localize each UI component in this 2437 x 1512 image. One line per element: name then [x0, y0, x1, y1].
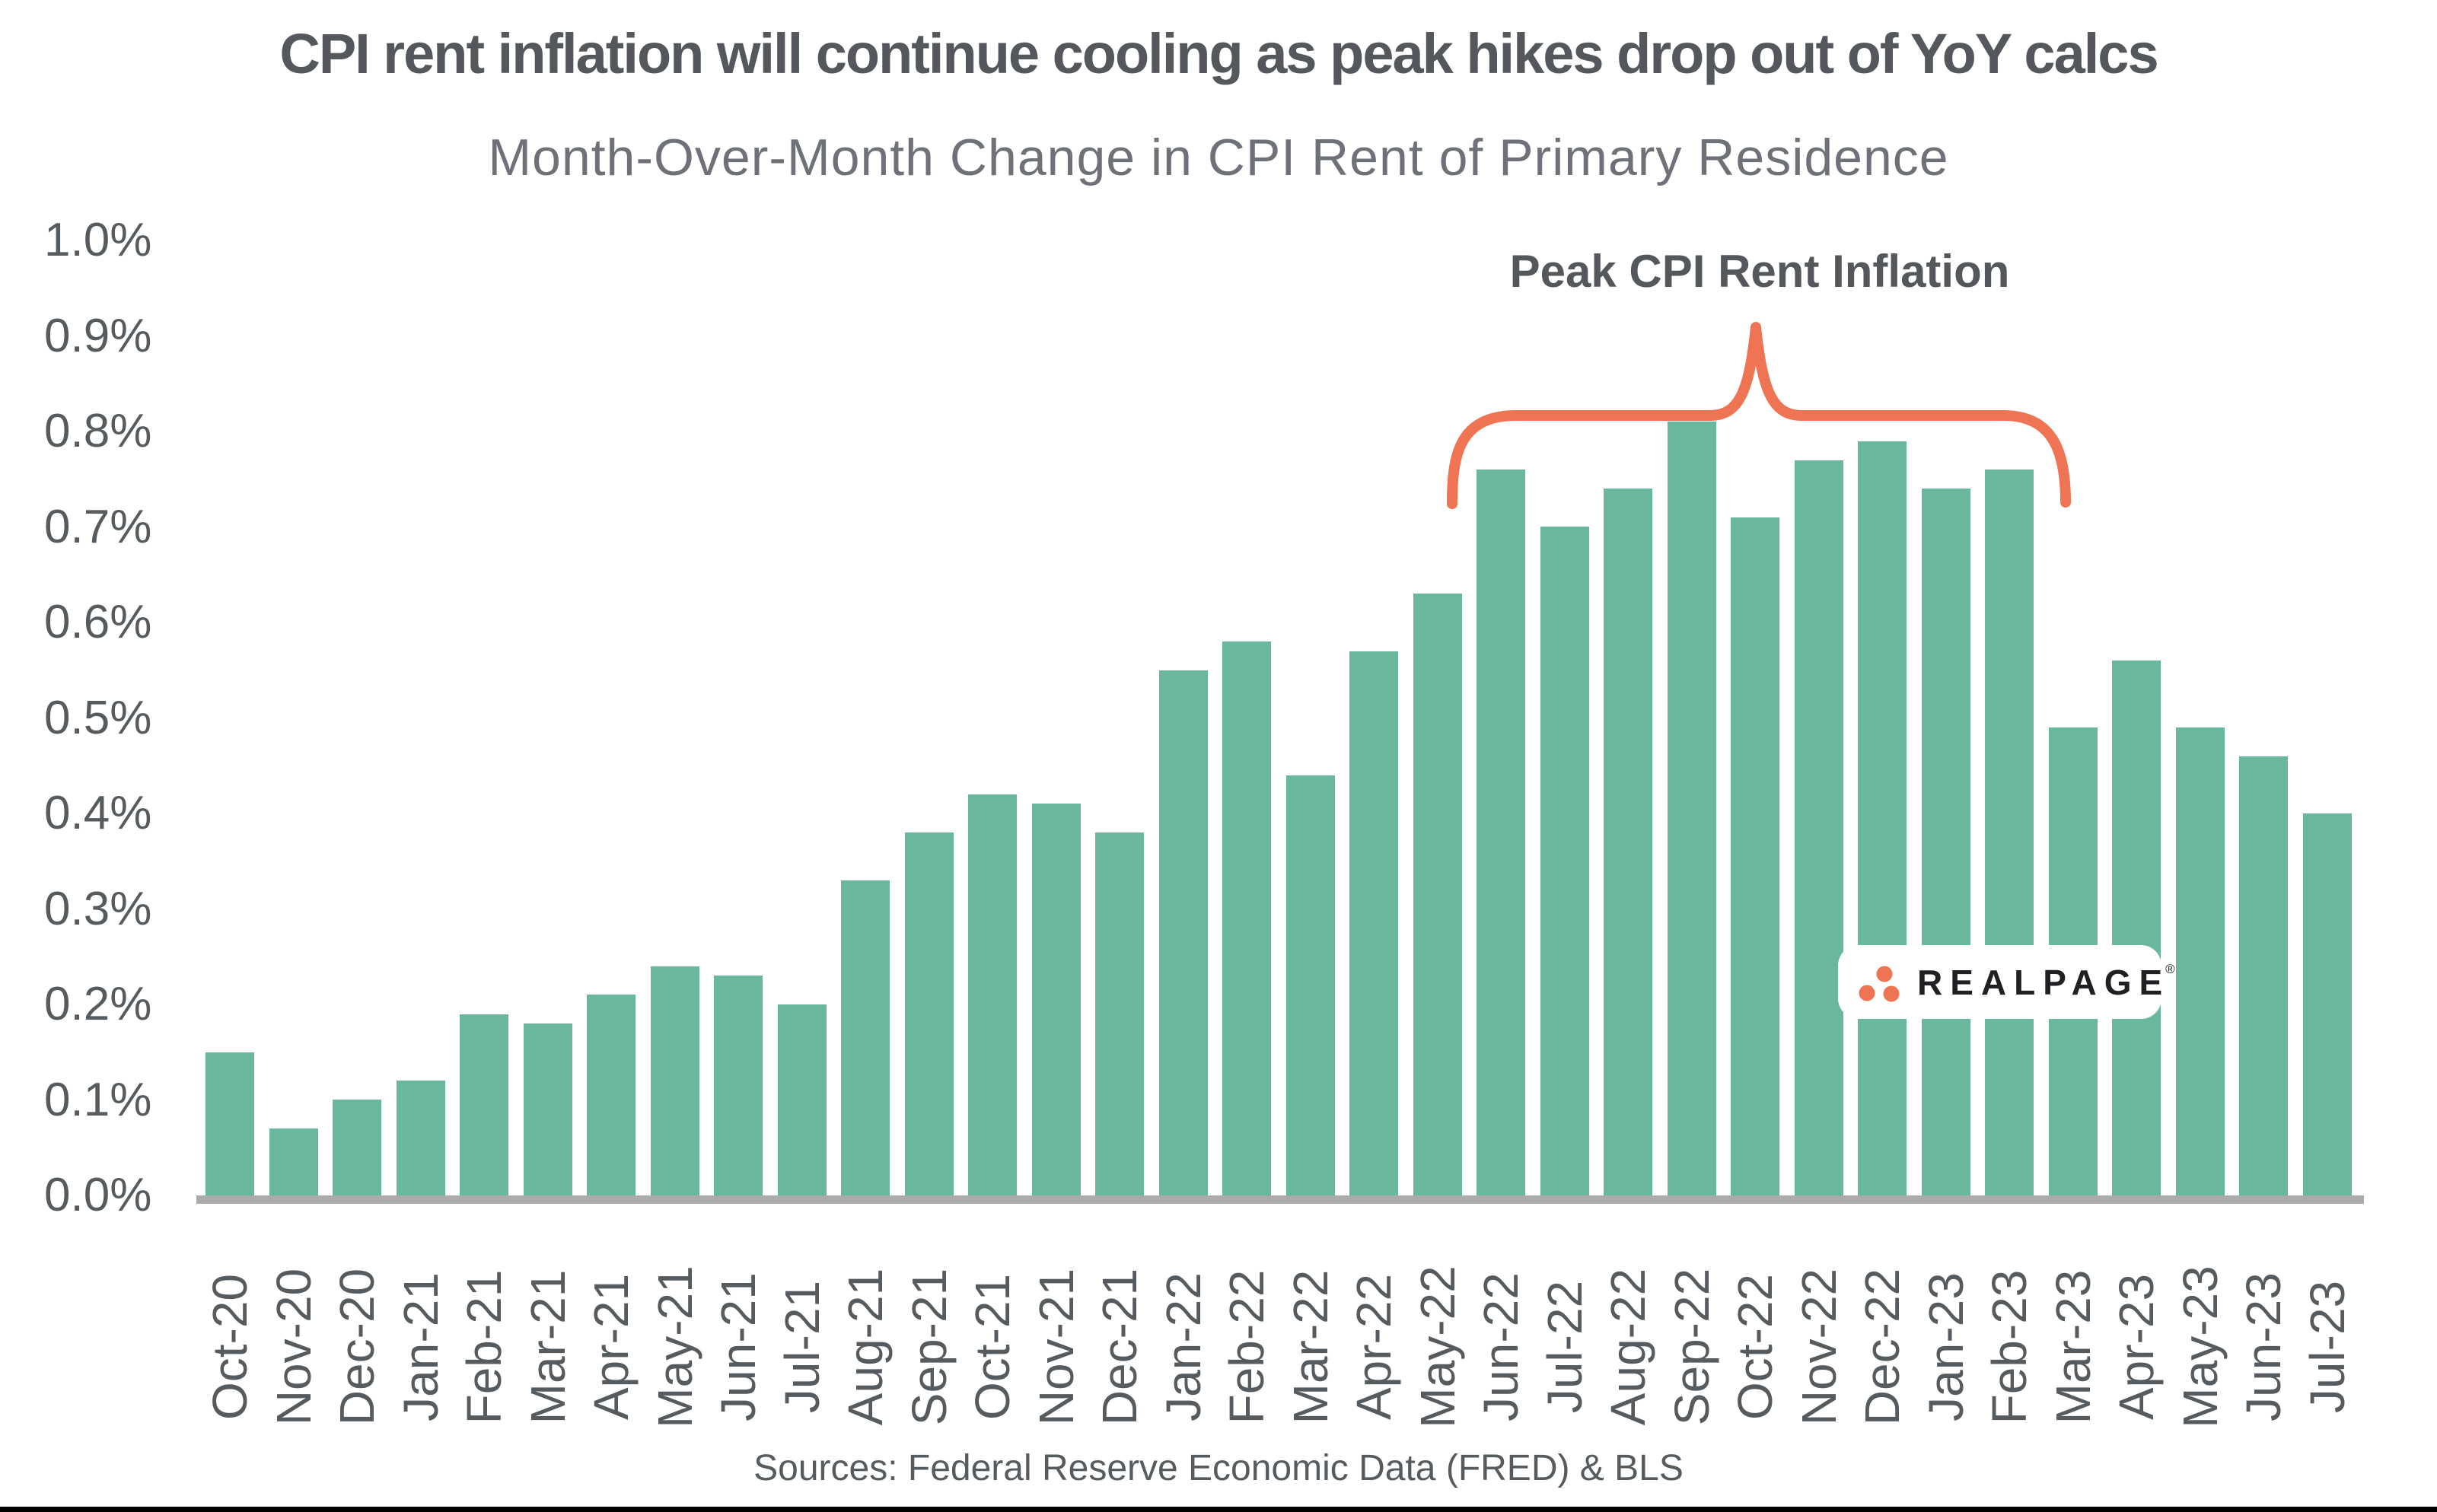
bar-Sep-22: [1668, 422, 1716, 1195]
source-note: Sources: Federal Reserve Economic Data (…: [753, 1448, 1684, 1488]
annotation-label: Peak CPI Rent Inflation: [1509, 246, 2010, 297]
x-tick-label: Jun-21: [711, 1272, 766, 1421]
bar-Feb-21: [460, 1014, 508, 1195]
x-axis-line: [196, 1195, 2364, 1204]
x-tick-label: Mar-21: [521, 1269, 575, 1424]
bar-Jun-23: [2239, 756, 2288, 1195]
bar-Apr-21: [587, 995, 636, 1195]
bar-Oct-20: [205, 1052, 254, 1195]
y-tick-label: 0.5%: [44, 691, 152, 744]
x-tick-label: Apr-23: [2109, 1273, 2164, 1421]
bar-May-21: [651, 966, 699, 1195]
x-tick-label: Dec-20: [330, 1268, 384, 1426]
bar-Nov-22: [1795, 460, 1843, 1195]
bar-Aug-22: [1604, 489, 1652, 1195]
bar-Feb-23: [1985, 470, 2034, 1195]
x-tick-label: Nov-20: [266, 1268, 321, 1426]
x-tick-label: Feb-23: [1982, 1269, 2037, 1424]
x-tick-label: Feb-21: [457, 1269, 511, 1424]
x-tick-label: Aug-21: [838, 1268, 893, 1426]
x-tick-label: Oct-22: [1728, 1273, 1782, 1421]
bar-Apr-22: [1349, 651, 1398, 1195]
bar-Sep-21: [905, 832, 954, 1195]
x-tick-label: Jan-21: [393, 1272, 448, 1421]
x-tick-label: Oct-21: [965, 1273, 1020, 1421]
y-tick-label: 0.6%: [44, 596, 152, 648]
x-tick-label: Dec-21: [1092, 1268, 1147, 1426]
realpage-logo: REALPAGE®: [1838, 945, 2175, 1019]
bar-May-22: [1413, 594, 1462, 1195]
bar-Jan-22: [1159, 670, 1208, 1195]
x-tick-label: Sep-21: [902, 1268, 957, 1426]
bar-May-23: [2176, 727, 2225, 1195]
bottom-border: [0, 1507, 2437, 1512]
page-subtitle: Month-Over-Month Change in CPI Rent of P…: [488, 129, 1949, 186]
bar-Jan-23: [1922, 489, 1970, 1195]
bar-Jul-22: [1540, 527, 1589, 1195]
bar-Oct-22: [1731, 517, 1779, 1195]
bar-Nov-21: [1032, 804, 1081, 1195]
x-tick-label: May-21: [648, 1265, 702, 1428]
x-tick-label: Mar-23: [2046, 1269, 2101, 1424]
x-tick-label: May-23: [2173, 1265, 2228, 1428]
bar-Nov-20: [269, 1128, 318, 1195]
y-tick-label: 0.2%: [44, 978, 152, 1030]
bar-Apr-23: [2112, 661, 2161, 1195]
x-tick-label: Dec-22: [1855, 1268, 1910, 1426]
x-tick-label: Jan-23: [1919, 1272, 1973, 1421]
page-title: CPI rent inflation will continue cooling…: [279, 22, 2158, 85]
x-tick-label: Jul-23: [2300, 1280, 2355, 1414]
bar-Dec-20: [333, 1100, 381, 1195]
y-tick-label: 0.7%: [44, 500, 152, 553]
x-tick-label: Jul-22: [1537, 1280, 1592, 1414]
y-tick-label: 0.8%: [44, 405, 152, 457]
x-tick-label: Mar-22: [1283, 1269, 1338, 1424]
x-tick-label: Nov-22: [1792, 1268, 1846, 1426]
bar-Dec-22: [1858, 441, 1907, 1195]
x-tick-label: Sep-22: [1664, 1268, 1719, 1426]
bar-Aug-21: [841, 880, 890, 1195]
bar-Jun-22: [1477, 470, 1525, 1195]
logo-wordmark: REALPAGE®: [1917, 961, 2175, 1002]
x-tick-label: Feb-22: [1219, 1269, 1274, 1424]
y-tick-label: 0.1%: [44, 1073, 152, 1126]
bar-Jan-21: [397, 1081, 445, 1195]
x-tick-label: Oct-20: [202, 1273, 257, 1421]
x-tick-label: Jan-22: [1156, 1272, 1211, 1421]
bar-Mar-22: [1286, 775, 1335, 1195]
bar-Jul-21: [778, 1004, 827, 1195]
x-tick-label: May-22: [1410, 1265, 1465, 1428]
bar-Mar-21: [524, 1023, 572, 1195]
bar-Jul-23: [2303, 813, 2352, 1195]
bar-Feb-22: [1222, 641, 1271, 1195]
y-tick-label: 0.9%: [44, 309, 152, 362]
x-tick-label: Apr-21: [584, 1273, 639, 1421]
y-tick-label: 0.4%: [44, 787, 152, 839]
three-dots-triangle-icon: [1859, 966, 1900, 1001]
x-tick-label: Aug-22: [1601, 1268, 1655, 1426]
x-tick-label: Nov-21: [1029, 1268, 1084, 1426]
x-tick-label: Jun-22: [1473, 1272, 1528, 1421]
x-tick-label: Jul-21: [775, 1280, 830, 1414]
y-tick-label: 0.0%: [44, 1169, 152, 1221]
peak-range-brace-icon: [1447, 322, 2071, 509]
registered-trademark-icon: ®: [2165, 961, 2175, 976]
x-tick-label: Jun-23: [2236, 1272, 2291, 1421]
bar-Jun-21: [714, 976, 763, 1195]
bar-Oct-21: [968, 794, 1017, 1195]
x-tick-label: Apr-22: [1346, 1273, 1401, 1421]
y-tick-label: 1.0%: [44, 214, 152, 266]
bar-Dec-21: [1095, 832, 1144, 1195]
y-tick-label: 0.3%: [44, 882, 152, 935]
